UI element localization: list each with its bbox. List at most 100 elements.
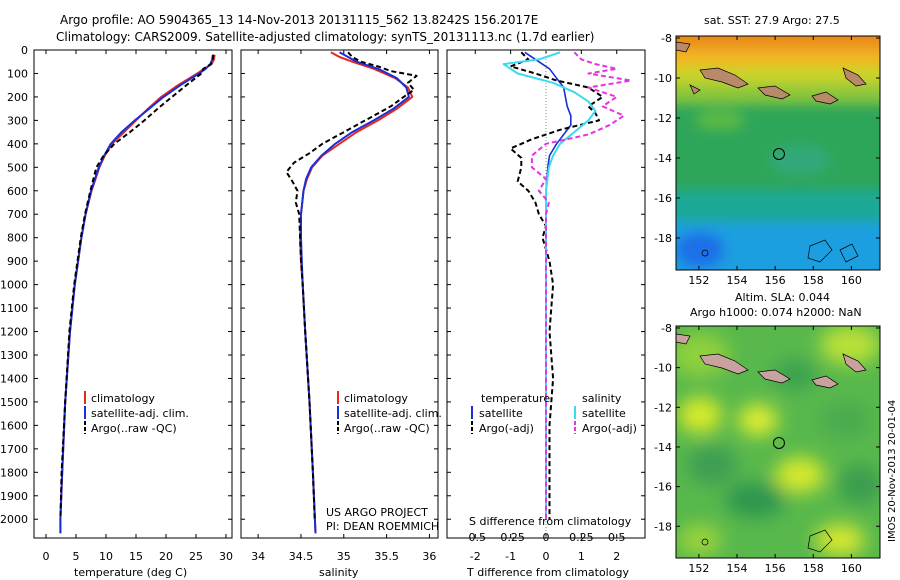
sla-high-patch xyxy=(820,326,880,365)
depth-tick-label: 500 xyxy=(7,161,28,174)
x-tick-label: 2 xyxy=(613,550,620,563)
map-y-tick-label: -12 xyxy=(654,112,672,125)
project-line1: US ARGO PROJECT xyxy=(326,506,428,519)
x-tick-label: 10 xyxy=(99,550,113,563)
island xyxy=(811,375,839,389)
map-y-tick-label: -18 xyxy=(654,232,672,245)
legend-label-argo: Argo(..raw -QC) xyxy=(344,422,430,435)
map-x-tick-label: 158 xyxy=(803,274,824,287)
depth-tick-label: 200 xyxy=(7,91,28,104)
map-x-tick-label: 160 xyxy=(841,562,862,575)
x-tick-label: -2 xyxy=(470,550,481,563)
temperature-x-ticks: 0 5 10 15 20 25 30 xyxy=(43,50,233,563)
argo-location-marker xyxy=(772,148,785,160)
x-tick-label: 0 xyxy=(43,550,50,563)
islet xyxy=(701,249,709,257)
x-tick-label: -1 xyxy=(505,550,516,563)
series-t-argo-adj- xyxy=(509,51,604,520)
s-tick-label: -0.5 xyxy=(465,531,486,544)
map-x-tick-label: 156 xyxy=(765,274,786,287)
sst-patch xyxy=(770,145,830,175)
salinity-x-ticks: 34 34.5 35 35.5 36 xyxy=(251,50,436,563)
island xyxy=(842,353,867,373)
depth-tick-label: 1000 xyxy=(0,279,28,292)
difference-legend: temperature salinity satellite Argo(-adj… xyxy=(471,392,637,435)
temperature-legend: climatology satellite-adj. clim. Argo(..… xyxy=(84,391,189,435)
depth-tick-label: 800 xyxy=(7,232,28,245)
island xyxy=(699,353,749,375)
legend-label-satellite: satellite-adj. clim. xyxy=(344,407,442,420)
map-x-tick-label: 152 xyxy=(688,562,709,575)
sla-low-patch xyxy=(820,402,870,438)
depth-tick-label: 2000 xyxy=(0,513,28,526)
depth-tick-label: 1400 xyxy=(0,372,28,385)
depth-tick-label: 1300 xyxy=(0,349,28,362)
depth-axis: 0 100 200 300 400 500 600 700 800 900 1000 1100 1200… xyxy=(0,44,645,526)
depth-tick-label: 900 xyxy=(7,255,28,268)
depth-tick-label: 300 xyxy=(7,114,28,127)
sst-cool-band xyxy=(676,190,880,225)
map-y-tick-label: -18 xyxy=(654,520,672,533)
temperature-xlabel: temperature (deg C) xyxy=(74,566,187,579)
s-tick-label: 0.25 xyxy=(569,531,594,544)
depth-tick-label: 1800 xyxy=(0,466,28,479)
depth-tick-label: 0 xyxy=(21,44,28,57)
sla-low-patch xyxy=(725,482,785,518)
sla-low-patch xyxy=(773,360,817,390)
x-tick-label: 5 xyxy=(73,550,80,563)
series-argo-raw-qc- xyxy=(59,54,215,520)
island xyxy=(757,369,791,384)
series-argo-raw-qc- xyxy=(285,51,418,520)
x-tick-label: 36 xyxy=(422,550,436,563)
sla-map-title: Altim. SLA: 0.044 xyxy=(735,291,830,304)
temperature-panel-frame xyxy=(33,49,233,539)
series-satellite-adj-clim- xyxy=(59,54,214,534)
sla-low-patch xyxy=(838,465,880,505)
legend-label-s-satellite: satellite xyxy=(582,407,626,420)
x-tick-label: 35 xyxy=(337,550,351,563)
sst-map-ticks: 152 154 156 158 160 -8 -10 -12 -14 -16 -18 xyxy=(654,32,880,287)
sla-high-patch xyxy=(738,404,778,436)
depth-tick-label: 600 xyxy=(7,185,28,198)
island xyxy=(842,67,867,87)
legend-label-satellite: satellite-adj. clim. xyxy=(91,407,189,420)
island xyxy=(699,67,749,89)
salinity-panel-frame xyxy=(240,49,439,539)
sst-warm-band xyxy=(676,36,880,50)
legend-label-climatology: climatology xyxy=(91,392,155,405)
depth-tick-label: 1700 xyxy=(0,443,28,456)
x-tick-label: 34 xyxy=(251,550,265,563)
legend-label-t-satellite: satellite xyxy=(479,407,523,420)
sla-heatmap xyxy=(676,326,880,558)
sst-cool-patch xyxy=(676,232,725,268)
sla-coastlines xyxy=(676,333,867,553)
reef-outline xyxy=(807,529,833,553)
map-x-tick-label: 154 xyxy=(727,562,748,575)
depth-tick-label: 1600 xyxy=(0,419,28,432)
temperature-series xyxy=(59,54,216,534)
x-tick-label: 0 xyxy=(543,550,550,563)
depth-tick-label: 100 xyxy=(7,67,28,80)
figure-title-line1: Argo profile: AO 5904365_13 14-Nov-2013 … xyxy=(60,13,538,27)
legend-label-s-argo: Argo(-adj) xyxy=(582,422,637,435)
legend-group-temperature: temperature xyxy=(481,392,550,405)
salinity-series xyxy=(285,51,418,534)
imos-watermark: IMOS 20-Nov-2013 20-01-04 xyxy=(887,400,898,542)
map-y-tick-label: -10 xyxy=(654,72,672,85)
map-y-tick-label: -14 xyxy=(654,441,672,454)
x-tick-label: 25 xyxy=(189,550,203,563)
sst-heatmap xyxy=(676,36,880,270)
sst-map-frame xyxy=(675,35,881,271)
legend-label-t-argo: Argo(-adj) xyxy=(479,422,534,435)
map-x-tick-label: 160 xyxy=(841,274,862,287)
sla-high-patch xyxy=(775,457,825,493)
map-y-tick-label: -14 xyxy=(654,152,672,165)
difference-series xyxy=(502,51,632,520)
x-tick-label: 15 xyxy=(129,550,143,563)
sla-high-patch xyxy=(678,524,722,556)
t-difference-label: T difference from climatology xyxy=(466,566,629,579)
s-difference-label: S difference from climatology xyxy=(469,515,632,528)
depth-tick-label: 1200 xyxy=(0,326,28,339)
depth-tick-label: 1100 xyxy=(0,302,28,315)
x-tick-label: 1 xyxy=(578,550,585,563)
